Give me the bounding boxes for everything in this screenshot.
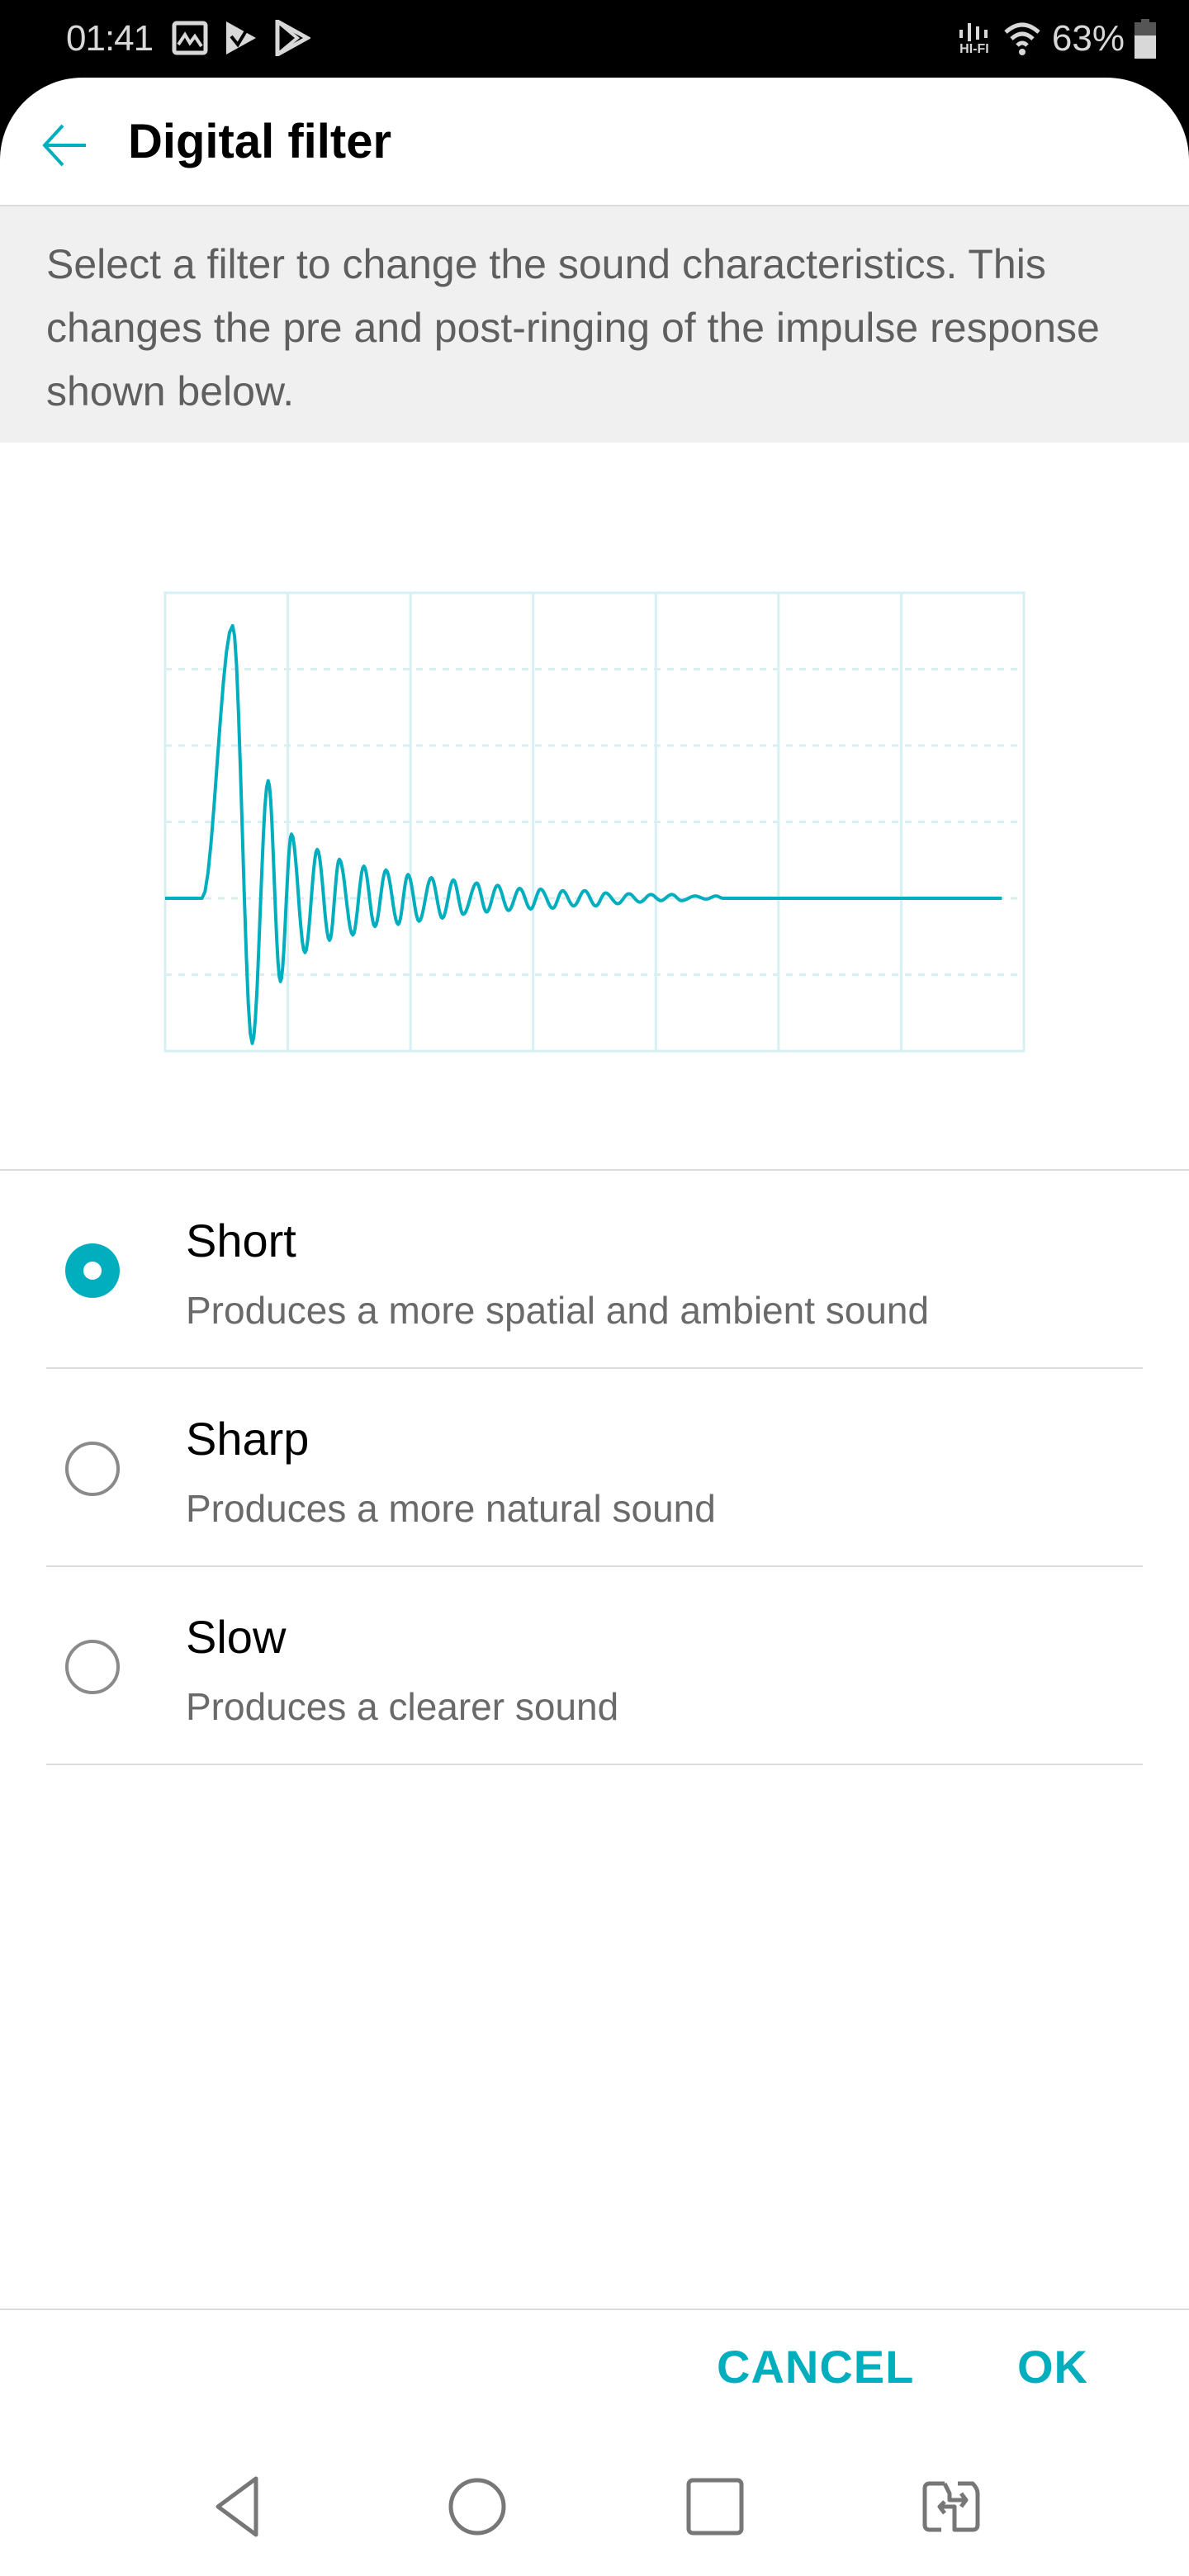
gallery-icon (172, 21, 208, 55)
impulse-response-plot (163, 591, 1026, 1053)
radio-button[interactable] (65, 1640, 120, 1694)
filter-option-sharp[interactable]: Sharp Produces a more natural sound (0, 1369, 1189, 1567)
option-subtitle: Produces a more spatial and ambient soun… (186, 1289, 930, 1332)
description-text: Select a filter to change the sound char… (46, 241, 1100, 414)
cancel-button[interactable]: CANCEL (717, 2341, 915, 2393)
impulse-response-chart (0, 443, 1189, 1248)
arrow-left-icon[interactable] (38, 119, 91, 172)
filter-option-slow[interactable]: Slow Produces a clearer sound (0, 1567, 1189, 1765)
hifi-icon: HI-FI (959, 23, 989, 56)
option-subtitle: Produces a clearer sound (186, 1685, 619, 1728)
ok-button[interactable]: OK (1017, 2341, 1088, 2393)
app-bar: Digital filter (0, 78, 1189, 206)
divider (46, 1367, 1143, 1369)
divider (46, 1565, 1143, 1567)
divider (0, 2308, 1189, 2310)
option-title: Short (186, 1215, 296, 1267)
battery-percent: 63% (1051, 18, 1125, 59)
radio-button[interactable] (65, 1442, 120, 1496)
wifi-icon (1004, 22, 1040, 55)
option-title: Sharp (186, 1413, 310, 1465)
option-title: Slow (186, 1611, 287, 1663)
plot-frame (163, 591, 1026, 1053)
play-movies-icon (226, 21, 256, 54)
divider (0, 1169, 1189, 1171)
status-time: 01:41 (66, 18, 154, 59)
impulse-response-line (165, 623, 1002, 1045)
divider (46, 1764, 1143, 1765)
radio-button[interactable] (65, 1243, 120, 1298)
recents-icon[interactable] (682, 2474, 748, 2540)
dual-window-icon[interactable] (918, 2474, 984, 2540)
home-icon[interactable] (444, 2474, 510, 2540)
back-icon[interactable] (206, 2474, 272, 2540)
status-bar: 01:41 HI-FI 63% (0, 0, 1189, 79)
page-title: Digital filter (128, 115, 392, 168)
filter-option-short[interactable]: Short Produces a more spatial and ambient… (0, 1171, 1189, 1369)
description-panel: Select a filter to change the sound char… (0, 206, 1189, 443)
play-store-icon (275, 20, 310, 56)
battery-icon (1135, 19, 1156, 59)
option-subtitle: Produces a more natural sound (186, 1487, 716, 1530)
digital-filter-screen: Digital filter Select a filter to change… (0, 78, 1189, 2576)
